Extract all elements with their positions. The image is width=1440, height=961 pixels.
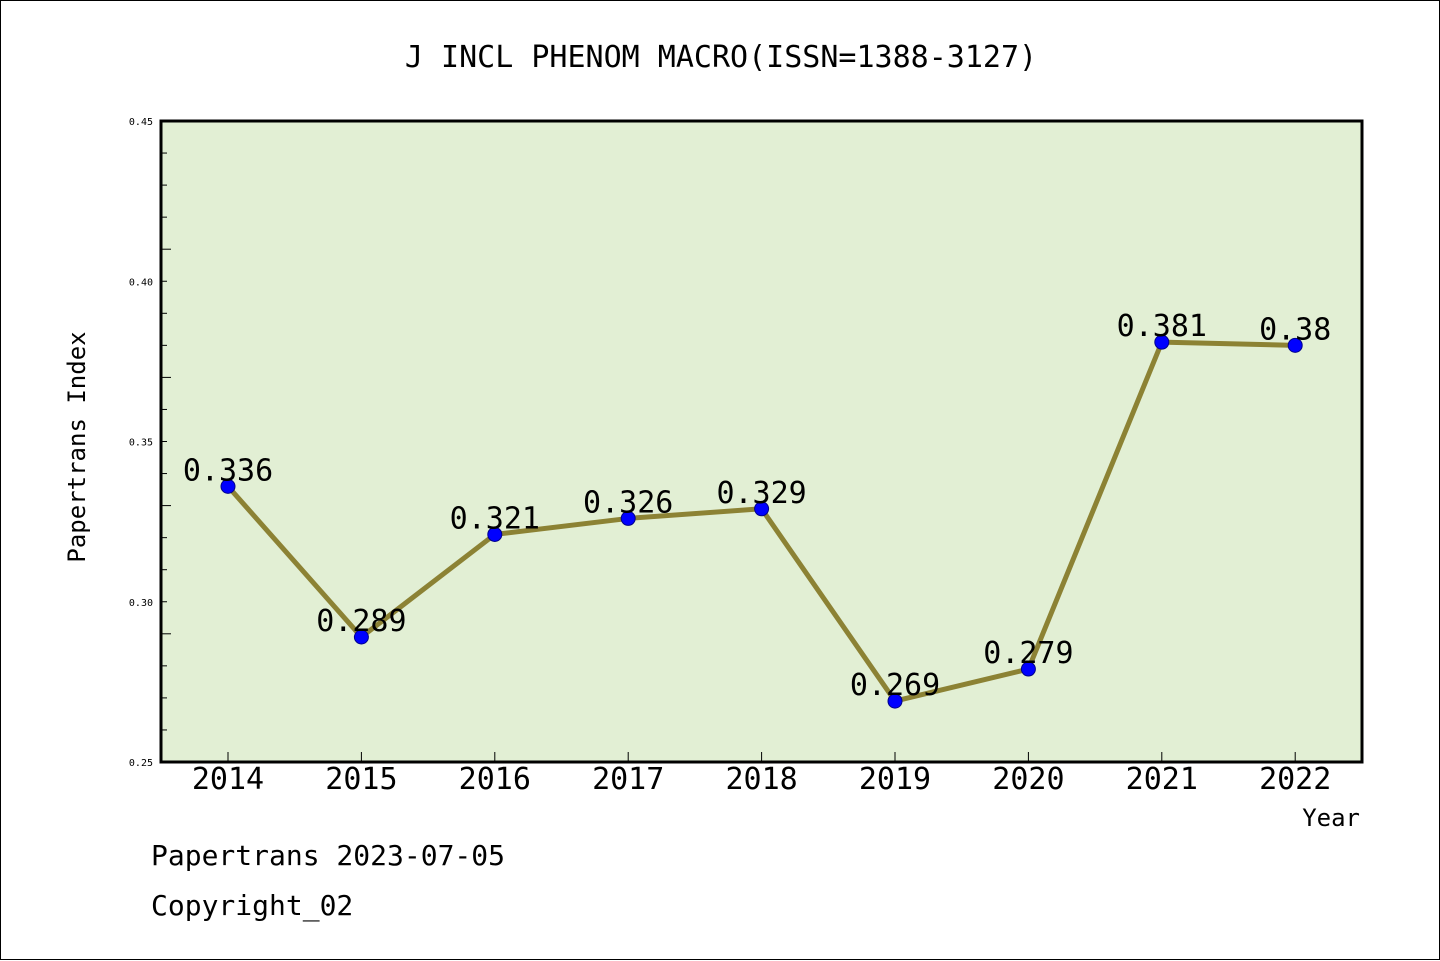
y-tick-label: 0.25 (129, 758, 153, 769)
data-point (754, 501, 770, 517)
x-tick-label: 2018 (725, 762, 797, 797)
y-tick-label: 0.30 (129, 598, 153, 609)
x-tick-label: 2016 (459, 762, 531, 797)
x-axis-label: Year (1302, 804, 1360, 832)
x-tick-label: 2022 (1259, 762, 1331, 797)
data-label: 0.289 (316, 604, 406, 639)
data-point (1020, 661, 1036, 677)
data-label: 0.279 (983, 636, 1073, 671)
data-point (353, 629, 369, 645)
y-tick-label: 0.40 (129, 277, 153, 288)
data-point (1154, 334, 1170, 350)
x-tick-label: 2017 (592, 762, 664, 797)
data-point (220, 478, 236, 494)
y-tick-label: 0.45 (129, 117, 153, 128)
data-labels: 0.336 0.289 0.321 0.326 0.329 0.269 0.279 0.381… (183, 309, 1331, 703)
x-tick-label: 2014 (192, 762, 264, 797)
y-axis-label: Papertrans Index (63, 331, 91, 562)
x-tick-label: 2020 (992, 762, 1064, 797)
data-label: 0.336 (183, 453, 273, 488)
x-tick-label: 2015 (325, 762, 397, 797)
x-tick-label: 2021 (1126, 762, 1198, 797)
footer-copyright: Copyright_02 (151, 889, 353, 923)
y-tick-label: 0.35 (129, 438, 153, 449)
data-label: 0.38 (1259, 312, 1331, 347)
data-label: 0.321 (450, 501, 540, 536)
data-label: 0.381 (1117, 309, 1207, 344)
x-axis: 2014 2015 2016 2017 2018 2019 2020 2021 2022 (192, 752, 1331, 797)
footer-date: Papertrans 2023-07-05 (151, 839, 505, 872)
data-label: 0.326 (583, 485, 673, 520)
data-label: 0.269 (850, 668, 940, 703)
data-label: 0.329 (716, 476, 806, 511)
x-tick-label: 2019 (859, 762, 931, 797)
plot-area (159, 119, 1364, 764)
data-point (1287, 337, 1303, 353)
y-axis: 0.25 0.30 0.35 0.40 0.45 (129, 117, 171, 769)
data-point (620, 510, 636, 526)
chart-title: J INCL PHENOM MACRO(ISSN=1388-3127) (405, 40, 1037, 75)
data-point (487, 526, 503, 542)
data-point (887, 693, 903, 709)
series-markers (220, 334, 1303, 709)
